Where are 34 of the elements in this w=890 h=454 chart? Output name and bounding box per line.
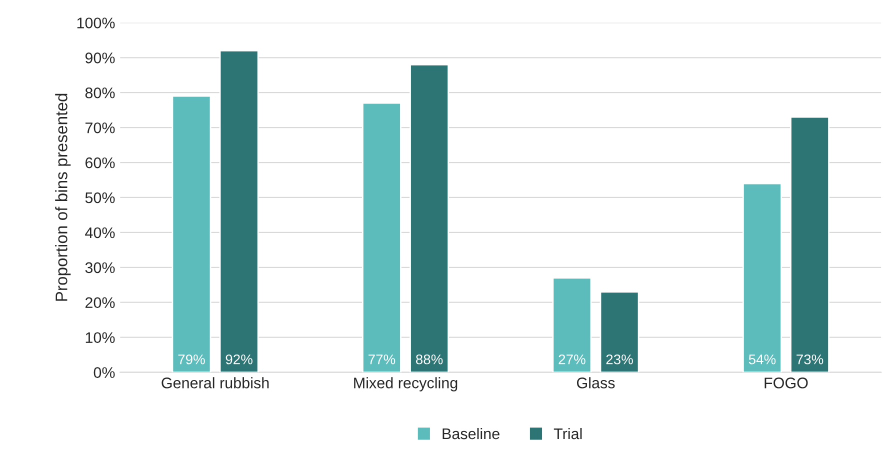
data-label: 88% (416, 354, 443, 364)
bar (742, 182, 782, 372)
y-axis-title: Proportion of bins presented (55, 94, 71, 301)
data-label: 54% (748, 354, 776, 364)
legend-label: Trial (554, 428, 582, 440)
bar (172, 95, 212, 372)
y-tick-label: 40% (85, 227, 115, 238)
y-tick-label: 100% (77, 18, 115, 28)
x-tick-label: Glass (576, 377, 615, 388)
x-tick-label: FOGO (764, 378, 808, 388)
data-label: 27% (558, 354, 586, 364)
y-tick-label: 80% (85, 87, 115, 98)
y-tick-label: 50% (85, 192, 115, 204)
bar (410, 64, 450, 372)
x-tick-label: General rubbish (162, 377, 269, 388)
y-tick-label: 10% (86, 332, 115, 344)
data-label: 79% (178, 354, 205, 364)
y-tick-label: 70% (85, 122, 115, 134)
legend-label: Baseline (442, 428, 500, 440)
bar (790, 116, 830, 372)
bar (362, 102, 402, 372)
y-tick-label: 20% (85, 297, 115, 308)
y-tick-label: 30% (85, 262, 115, 274)
y-tick-label: 0% (94, 367, 115, 378)
y-tick-label: 60% (85, 157, 115, 168)
y-tick-label: 90% (85, 52, 115, 64)
bar (552, 277, 592, 372)
data-label: 92% (226, 354, 252, 364)
x-tick-label: Mixed recycling (354, 377, 458, 392)
data-label: 77% (368, 354, 396, 364)
data-label: 73% (796, 354, 824, 364)
data-label: 23% (606, 354, 633, 364)
bar (219, 50, 259, 372)
bar (600, 291, 640, 372)
